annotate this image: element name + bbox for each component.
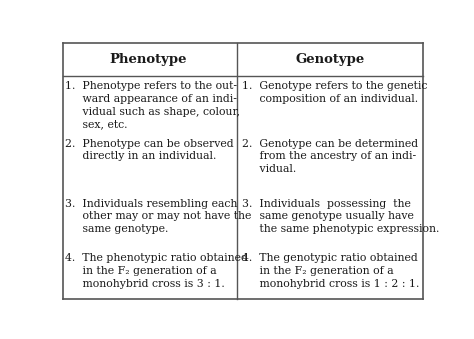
Text: 1.  Genotype refers to the genetic
     composition of an individual.: 1. Genotype refers to the genetic compos… — [242, 81, 427, 104]
Text: 2.  Genotype can be determined
     from the ancestry of an indi-
     vidual.: 2. Genotype can be determined from the a… — [242, 139, 418, 174]
Text: 2.  Phenotype can be observed
     directly in an individual.: 2. Phenotype can be observed directly in… — [65, 139, 233, 161]
Text: 3.  Individuals resembling each
     other may or may not have the
     same gen: 3. Individuals resembling each other may… — [65, 199, 251, 234]
Text: 1.  Phenotype refers to the out-
     ward appearance of an indi-
     vidual su: 1. Phenotype refers to the out- ward app… — [65, 81, 240, 129]
Text: Genotype: Genotype — [296, 53, 365, 66]
Text: 4.  The phenotypic ratio obtained
     in the F₂ generation of a
     monohybrid: 4. The phenotypic ratio obtained in the … — [65, 254, 247, 289]
Text: 4.  The genotypic ratio obtained
     in the F₂ generation of a
     monohybrid : 4. The genotypic ratio obtained in the F… — [242, 254, 419, 289]
Text: 3.  Individuals  possessing  the
     same genotype usually have
     the same p: 3. Individuals possessing the same genot… — [242, 199, 439, 234]
Text: Phenotype: Phenotype — [109, 53, 187, 66]
